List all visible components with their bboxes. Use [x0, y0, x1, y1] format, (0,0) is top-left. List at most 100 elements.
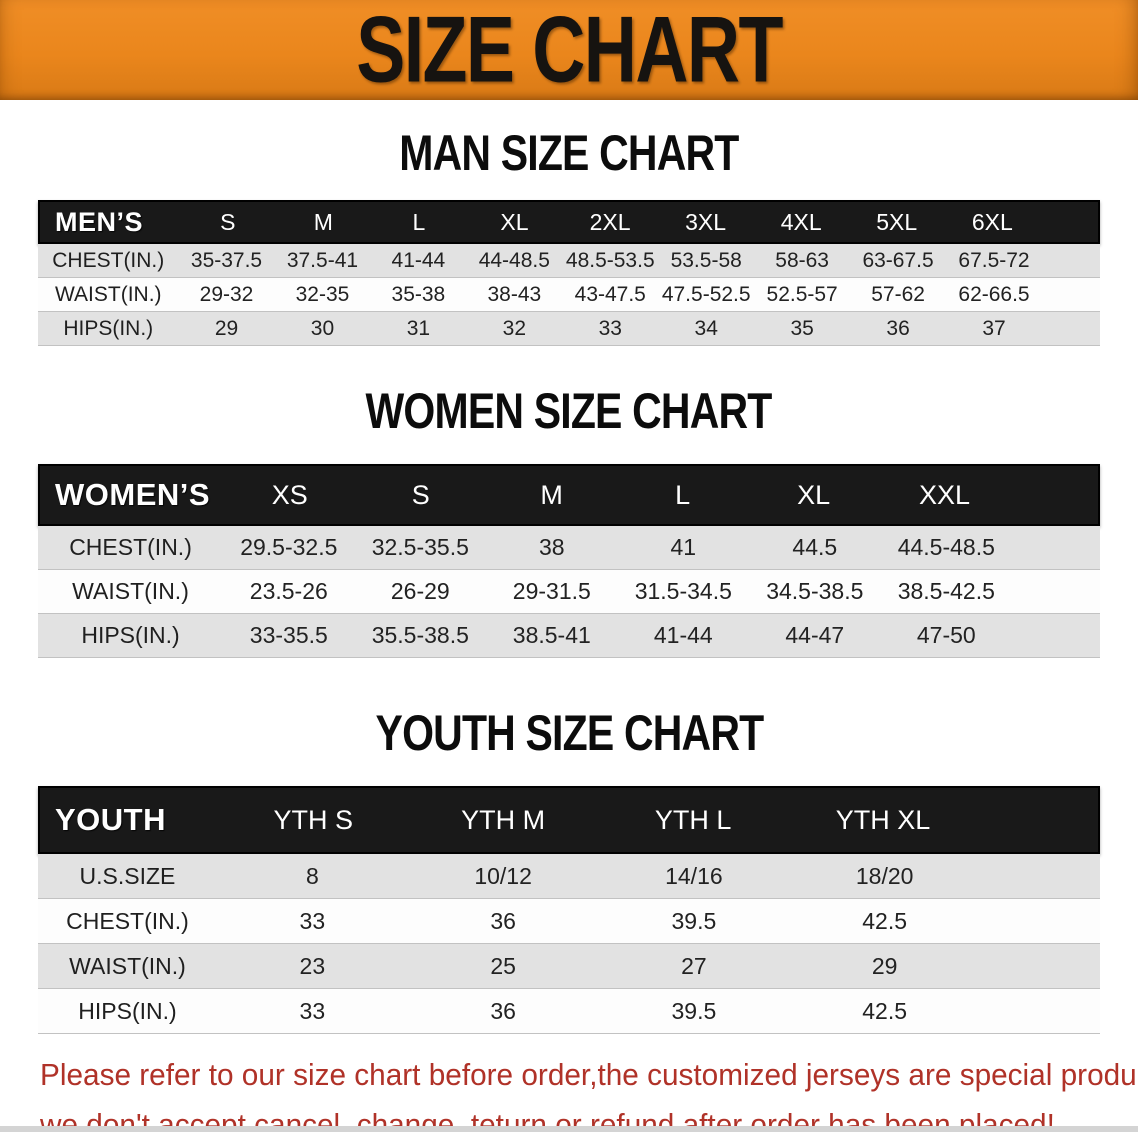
youth-size-table: YOUTH YTH S YTH M YTH L YTH XL U.S.SIZE 8 10/12…: [38, 786, 1100, 1034]
measurement-value: 35-38: [391, 282, 446, 306]
measurement-value: 30: [310, 316, 335, 340]
measurement-row: WAIST(IN.) 29-32 32-35 35-38 38-43 43-47.5 47.…: [38, 278, 1100, 312]
measurement-row: CHEST(IN.) 29.5-32.5 32.5-35.5 38 41 44.5 44.5…: [38, 526, 1100, 570]
section-heading-man-text: MAN SIZE CHART: [399, 125, 739, 181]
size-column-header: 4XL: [780, 208, 822, 235]
measurement-value: 33: [598, 316, 622, 340]
measurement-label: HIPS(IN.): [63, 316, 154, 340]
women-size-table: WOMEN’S XS S M L XL XXL CHEST(IN.) 29.5-32.5 32.5…: [38, 464, 1100, 658]
measurement-value: 27: [681, 952, 707, 979]
measurement-value: 43-47.5: [574, 282, 646, 306]
banner-title: SIZE CHART: [356, 0, 783, 103]
measurement-value: 37: [982, 316, 1006, 340]
measurement-value: 39.5: [671, 907, 717, 934]
table-header-row: MEN’S S M L XL 2XL 3XL 4XL 5XL 6XL: [38, 200, 1100, 244]
measurement-label: U.S.SIZE: [79, 862, 176, 889]
size-column-header: XXL: [919, 479, 971, 510]
size-column-header: XL: [797, 479, 831, 510]
measurement-value: 37.5-41: [286, 248, 359, 272]
banner: SIZE CHART: [0, 0, 1138, 100]
measurement-label: CHEST(IN.): [69, 534, 192, 560]
measurement-value: 35: [790, 316, 814, 340]
measurement-value: 31.5-34.5: [634, 578, 732, 604]
measurement-label: WAIST(IN.): [69, 952, 186, 979]
measurement-value: 52.5-57: [766, 282, 838, 306]
table-group-label: YOUTH: [55, 802, 166, 837]
measurement-label: WAIST(IN.): [55, 282, 162, 306]
size-column-header: 6XL: [971, 208, 1013, 235]
disclaimer: Please refer to our size chart before or…: [40, 1050, 1138, 1132]
measurement-value: 29: [214, 316, 239, 340]
measurement-row: CHEST(IN.) 35-37.5 37.5-41 41-44 44-48.5 48.5…: [38, 244, 1100, 278]
measurement-value: 32: [502, 316, 526, 340]
measurement-value: 42.5: [862, 907, 908, 934]
measurement-value: 42.5: [862, 997, 908, 1024]
size-column-header: S: [220, 208, 236, 235]
measurement-value: 36: [886, 316, 910, 340]
measurement-value: 48.5-53.5: [565, 248, 655, 272]
measurement-value: 34.5-38.5: [766, 578, 864, 604]
measurement-row: WAIST(IN.) 23.5-26 26-29 29-31.5 31.5-34.5 34…: [38, 570, 1100, 614]
measurement-value: 39.5: [671, 997, 717, 1024]
size-column-header: 5XL: [876, 208, 918, 235]
measurement-value: 29-32: [199, 282, 254, 306]
measurement-value: 57-62: [871, 282, 925, 306]
measurement-value: 8: [305, 862, 319, 889]
measurement-value: 47.5-52.5: [661, 282, 751, 306]
measurement-row: CHEST(IN.) 33 36 39.5 42.5: [38, 899, 1100, 944]
measurement-label: HIPS(IN.): [78, 997, 177, 1024]
measurement-value: 18/20: [855, 862, 914, 889]
table-group-label: WOMEN’S: [55, 477, 211, 512]
measurement-value: 33: [299, 997, 326, 1024]
section-men: MAN SIZE CHART MEN’S S M L XL 2XL 3XL 4XL 5XL 6XL…: [0, 128, 1138, 346]
measurement-value: 41-44: [391, 248, 446, 272]
table-group-label: MEN’S: [55, 206, 144, 237]
measurement-value: 10/12: [474, 862, 532, 889]
measurement-value: 38.5-41: [512, 622, 591, 648]
measurement-value: 33: [299, 907, 326, 934]
section-heading-man: MAN SIZE CHART: [0, 128, 1138, 178]
measurement-value: 67.5-72: [958, 248, 1030, 272]
section-youth: YOUTH SIZE CHART YOUTH YTH S YTH M YTH L YTH…: [0, 708, 1138, 1034]
measurement-value: 47-50: [916, 622, 976, 648]
section-heading-women: WOMEN SIZE CHART: [0, 386, 1138, 436]
measurement-label: WAIST(IN.): [72, 578, 189, 604]
size-column-header: M: [540, 479, 563, 510]
measurement-value: 41: [670, 534, 697, 560]
measurement-value: 35.5-38.5: [371, 622, 469, 648]
table-header-row: YOUTH YTH S YTH M YTH L YTH XL: [38, 786, 1100, 854]
measurement-value: 38-43: [487, 282, 542, 306]
size-column-header: S: [411, 479, 430, 510]
size-column-header: XS: [271, 479, 308, 510]
section-heading-youth: YOUTH SIZE CHART: [0, 708, 1138, 758]
measurement-value: 44-48.5: [478, 248, 550, 272]
measurement-value: 26-29: [390, 578, 450, 604]
measurement-value: 38: [539, 534, 565, 560]
measurement-value: 44.5: [792, 534, 838, 560]
measurement-row: HIPS(IN.) 29 30 31 32 33 34 35 36 37: [38, 312, 1100, 346]
measurement-label: CHEST(IN.): [52, 248, 165, 272]
measurement-value: 35-37.5: [190, 248, 263, 272]
disclaimer-line-1: Please refer to our size chart before or…: [40, 1057, 1138, 1092]
table-header-row: WOMEN’S XS S M L XL XXL: [38, 464, 1100, 526]
measurement-value: 36: [490, 997, 516, 1024]
measurement-value: 29.5-32.5: [240, 534, 338, 560]
measurement-value: 32-35: [295, 282, 350, 306]
measurement-value: 29: [871, 952, 898, 979]
measurement-value: 23: [299, 952, 326, 979]
measurement-row: U.S.SIZE 8 10/12 14/16 18/20: [38, 854, 1100, 899]
size-column-header: 2XL: [589, 208, 631, 235]
measurement-value: 29-31.5: [512, 578, 591, 604]
section-heading-women-text: WOMEN SIZE CHART: [366, 383, 773, 439]
measurement-value: 62-66.5: [958, 282, 1030, 306]
men-size-table: MEN’S S M L XL 2XL 3XL 4XL 5XL 6XL CHEST(IN.) 35-37…: [38, 200, 1100, 346]
size-column-header: YTH XL: [835, 804, 931, 835]
measurement-value: 44-47: [785, 622, 845, 648]
measurement-value: 25: [490, 952, 516, 979]
size-column-header: L: [675, 479, 691, 510]
measurement-row: HIPS(IN.) 33 36 39.5 42.5: [38, 989, 1100, 1034]
measurement-value: 14/16: [665, 862, 723, 889]
size-column-header: YTH M: [461, 804, 546, 835]
size-column-header: YTH L: [654, 804, 732, 835]
